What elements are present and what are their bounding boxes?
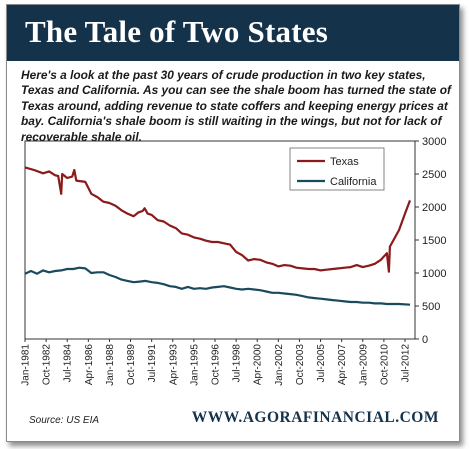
legend-label-texas: Texas — [330, 156, 359, 168]
x-tick-label: Oct-1989 — [126, 344, 137, 386]
x-tick-label: Jul-1998 — [232, 344, 243, 383]
x-tick-label: Oct-1982 — [42, 344, 53, 386]
x-tick-label: Jan-1981 — [21, 344, 32, 386]
series-lines — [24, 166, 412, 306]
x-tick-label: Jan-1995 — [189, 344, 200, 386]
legend: Texas California — [289, 147, 385, 191]
intro-paragraph: Here's a look at the past 30 years of cr… — [21, 68, 451, 144]
y-tick-label: 0 — [422, 334, 428, 346]
x-tick-label: Jan-2009 — [358, 344, 369, 386]
y-tick-label: 1500 — [422, 235, 446, 247]
title-banner: The Tale of Two States — [7, 5, 459, 61]
legend-box — [289, 147, 385, 191]
x-tick-label: Oct-2010 — [379, 344, 390, 386]
y-tick-label: 2500 — [422, 169, 446, 181]
y-tick-label: 500 — [422, 301, 440, 313]
x-tick-label: Jan-2002 — [274, 344, 285, 386]
page-title: The Tale of Two States — [25, 14, 328, 49]
y-axis: 0 500 1000 1500 2000 2500 3000 — [415, 136, 446, 346]
infographic-card: The Tale of Two States Here's a look at … — [6, 4, 460, 442]
x-tick-label: Jul-1991 — [147, 344, 158, 383]
x-tick-label: Jan-1988 — [105, 344, 116, 386]
x-tick-label: Jul-2005 — [316, 344, 327, 383]
y-tick-label: 2000 — [422, 202, 446, 214]
x-tick-label: Jul-1984 — [63, 344, 74, 383]
x-axis: Jan-1981 Oct-1982 Jul-1984 Apr-1986 Jan-1988… — [21, 339, 412, 386]
source-note: Source: US EIA — [29, 415, 100, 426]
x-tick-label: Jul-2012 — [401, 344, 412, 383]
x-tick-label: Apr-1993 — [168, 344, 179, 386]
series-line-texas — [24, 166, 412, 273]
x-tick-label: Apr-2000 — [253, 344, 264, 386]
x-tick-label: Apr-1986 — [84, 344, 95, 386]
crude-production-chart: Jan-1981 Oct-1982 Jul-1984 Apr-1986 Jan-1988… — [21, 136, 447, 386]
y-tick-label: 3000 — [422, 136, 446, 148]
x-tick-label: Oct-2003 — [295, 344, 306, 386]
website-link[interactable]: WWW.AGORAFINANCIAL.COM — [191, 409, 439, 426]
series-line-california — [24, 266, 411, 306]
y-tick-label: 1000 — [422, 268, 446, 280]
x-tick-label: Oct-1996 — [211, 344, 222, 386]
x-tick-label: Apr-2007 — [337, 344, 348, 386]
legend-label-california: California — [330, 176, 377, 188]
